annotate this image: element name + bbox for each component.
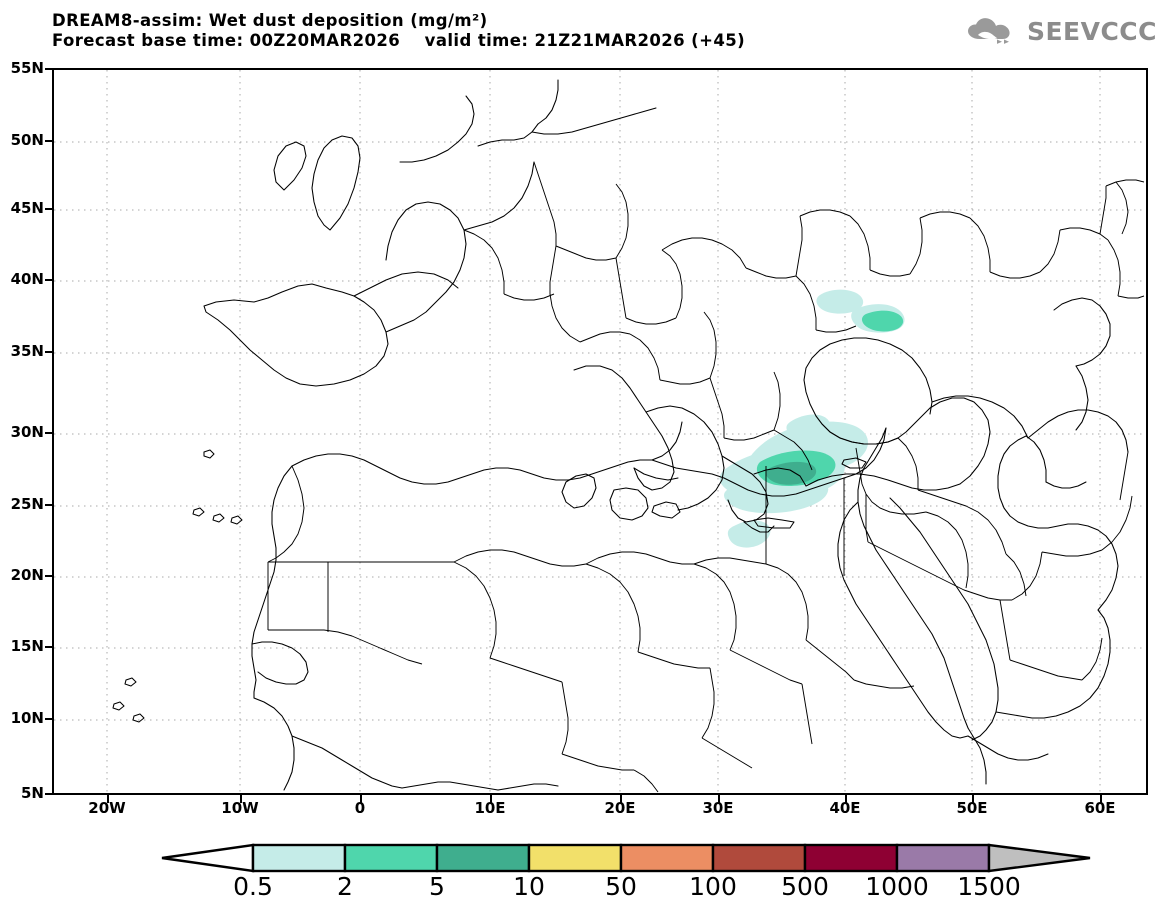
lon-label-30E: 30E (702, 799, 734, 817)
lon-label-20W: 20W (88, 799, 126, 817)
colorbar-over-arrow (987, 843, 1091, 873)
lat-label-40N: 40N (10, 270, 44, 288)
colorbar[interactable]: 0.5 2 5 10 50 100 500 1000 1500 (0, 840, 1165, 907)
lon-label-10E: 10E (474, 799, 506, 817)
lon-tick-10W (240, 795, 242, 803)
colorbar-band-100-500 (711, 843, 807, 873)
lon-tick-50E (972, 795, 974, 803)
map-plot-area[interactable] (52, 68, 1148, 795)
lat-tick-10N (45, 718, 53, 720)
colorbar-label-2: 2 (337, 872, 353, 901)
lon-tick-0 (360, 795, 362, 803)
colorbar-label-50: 50 (605, 872, 637, 901)
lon-tick-10E (490, 795, 492, 803)
lat-label-50N: 50N (10, 131, 44, 149)
lat-label-20N: 20N (10, 566, 44, 584)
colorbar-under-arrow (161, 843, 255, 873)
lat-tick-30N (45, 432, 53, 434)
lat-tick-15N (45, 646, 53, 648)
lat-tick-40N (45, 279, 53, 281)
lon-label-10W: 10W (221, 799, 259, 817)
lon-tick-40E (845, 795, 847, 803)
se-turkey-plume (816, 289, 905, 333)
logo-text: SEEVCCC (1026, 16, 1157, 46)
colorbar-label-1500: 1500 (957, 872, 1021, 901)
colorbar-band-1000-1500 (895, 843, 991, 873)
lat-tick-50N (45, 140, 53, 142)
colorbar-band-0.5-2 (251, 843, 347, 873)
colorbar-band-500-1000 (803, 843, 899, 873)
dust-deposition-map (54, 70, 1146, 793)
colorbar-label-100: 100 (689, 872, 737, 901)
lat-tick-45N (45, 208, 53, 210)
lon-tick-20E (620, 795, 622, 803)
colorbar-label-10: 10 (513, 872, 545, 901)
lat-tick-55N (45, 68, 53, 70)
lat-label-10N: 10N (10, 709, 44, 727)
lat-label-25N: 25N (10, 495, 44, 513)
colorbar-band-10-50 (527, 843, 623, 873)
lon-tick-30E (718, 795, 720, 803)
lon-label-50E: 50E (956, 799, 988, 817)
lat-label-15N: 15N (10, 637, 44, 655)
lat-label-5N: 5N (21, 784, 44, 802)
cloud-wind-icon (967, 18, 1010, 44)
lon-tick-60E (1100, 795, 1102, 803)
colorbar-band-5-10 (435, 843, 531, 873)
lon-label-20E: 20E (604, 799, 636, 817)
lon-label-60E: 60E (1084, 799, 1116, 817)
dust-plume-layer (719, 289, 905, 548)
jordan-plume (719, 414, 868, 548)
lat-label-55N: 55N (10, 59, 44, 77)
map-coastlines (112, 79, 1129, 791)
colorbar-label-0.5: 0.5 (233, 872, 273, 901)
colorbar-band-2-5 (343, 843, 439, 873)
lat-tick-5N (45, 793, 53, 795)
map-country-borders (267, 161, 1145, 793)
seevccc-logo: SEEVCCC (964, 14, 1157, 48)
colorbar-label-500: 500 (781, 872, 829, 901)
lat-tick-20N (45, 575, 53, 577)
map-gridlines (54, 70, 1146, 793)
lat-label-30N: 30N (10, 423, 44, 441)
colorbar-swatches (161, 843, 1091, 873)
lat-label-45N: 45N (10, 199, 44, 217)
lat-label-35N: 35N (10, 342, 44, 360)
lat-tick-25N (45, 504, 53, 506)
forecast-time-subtitle: Forecast base time: 00Z20MAR2026 valid t… (52, 31, 746, 50)
lon-label-0: 0 (354, 799, 366, 817)
colorbar-label-5: 5 (429, 872, 445, 901)
header: DREAM8-assim: Wet dust deposition (mg/m²… (0, 0, 1165, 60)
lon-label-40E: 40E (829, 799, 861, 817)
page-title: DREAM8-assim: Wet dust deposition (mg/m²… (52, 11, 488, 30)
colorbar-band-50-100 (619, 843, 715, 873)
lat-tick-35N (45, 351, 53, 353)
colorbar-label-1000: 1000 (865, 872, 929, 901)
lon-tick-20W (107, 795, 109, 803)
